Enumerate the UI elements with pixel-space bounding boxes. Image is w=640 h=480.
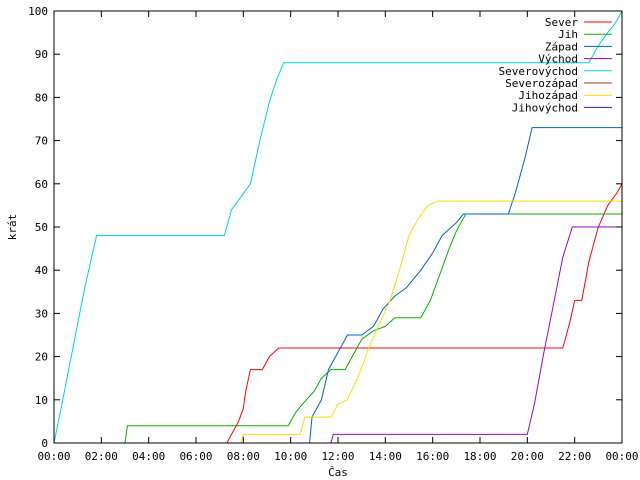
y-tick-label: 40 <box>35 264 48 277</box>
y-tick-label: 70 <box>35 135 48 148</box>
legend-label: Sever <box>545 16 578 29</box>
series-line-2 <box>54 213 622 444</box>
x-tick-label: 02:00 <box>85 450 118 463</box>
x-tick-label: 04:00 <box>132 450 165 463</box>
legend-label: Jih <box>558 28 578 41</box>
series-line-3 <box>54 127 622 444</box>
y-tick-label: 90 <box>35 48 48 61</box>
x-axis-label: Čas <box>328 466 348 479</box>
y-tick-label: 50 <box>35 221 48 234</box>
series-line-4 <box>54 226 622 444</box>
x-tick-label: 18:00 <box>463 450 496 463</box>
series-line-7 <box>54 200 622 444</box>
legend: SeverJihZápadVýchodSeverovýchodSeverozáp… <box>499 16 612 114</box>
x-tick-label: 00:00 <box>37 450 70 463</box>
series-line-5 <box>53 10 623 444</box>
x-tick-label: 08:00 <box>227 450 260 463</box>
y-tick-label: 80 <box>35 91 48 104</box>
legend-label: Západ <box>545 40 578 53</box>
x-tick-label: 20:00 <box>511 450 544 463</box>
x-tick-label: 22:00 <box>558 450 591 463</box>
x-tick-label: 10:00 <box>274 450 307 463</box>
y-tick-label: 100 <box>28 5 48 18</box>
legend-label: Severozápad <box>505 77 578 90</box>
y-tick-label: 20 <box>35 351 48 364</box>
y-tick-label: 10 <box>35 394 48 407</box>
x-tick-label: 14:00 <box>369 450 402 463</box>
y-tick-label: 0 <box>41 437 48 450</box>
y-tick-label: 60 <box>35 178 48 191</box>
y-axis-label: krát <box>6 214 19 241</box>
x-tick-label: 00:00 <box>605 450 638 463</box>
y-tick-label: 30 <box>35 307 48 320</box>
x-tick-label: 06:00 <box>179 450 212 463</box>
legend-label: Jihovýchod <box>512 101 578 114</box>
x-tick-label: 16:00 <box>416 450 449 463</box>
legend-label: Jihozápad <box>518 89 578 102</box>
legend-label: Východ <box>538 53 578 66</box>
ticks-layer: 0 10 20 30 40 50 60 70 80 90 100 00:00 02:00 04:00 06:… <box>28 5 638 463</box>
x-tick-label: 12:00 <box>321 450 354 463</box>
legend-label: Severovýchod <box>499 65 578 78</box>
